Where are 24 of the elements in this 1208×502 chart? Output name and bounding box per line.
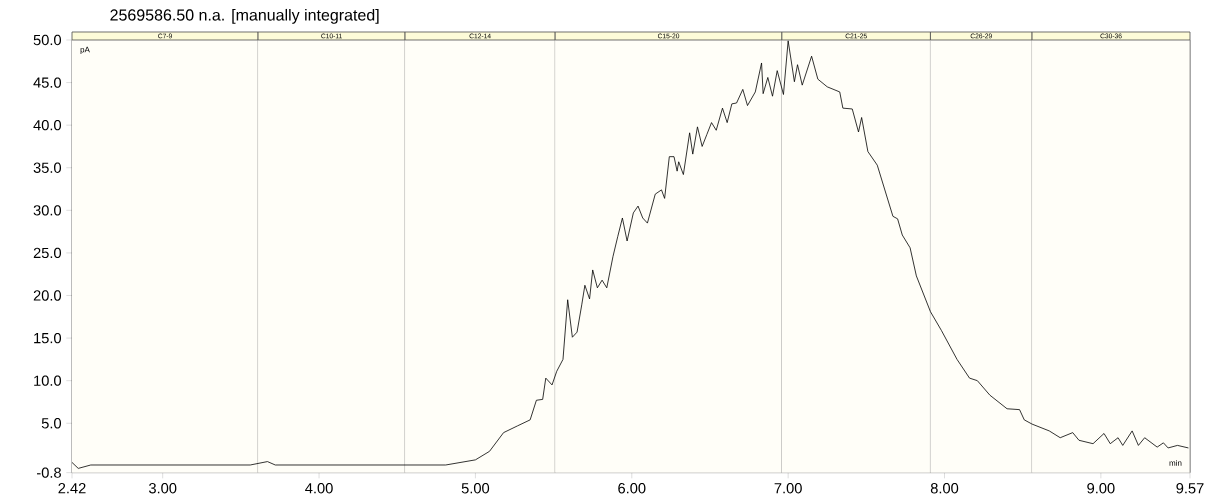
x-tick-label: 4.00: [305, 483, 333, 494]
y-tick-label: 10.0: [34, 375, 62, 386]
line-series: [71, 40, 1189, 469]
y-tick-label: 30.0: [33, 205, 62, 216]
x-tick-label: 9.57: [1176, 483, 1204, 494]
y-tick-label: 5.0: [41, 418, 62, 429]
x-tick-label: 9.00: [1087, 483, 1115, 494]
y-axis-title: pA: [80, 46, 90, 55]
y-tick-label: 35.0: [33, 162, 62, 173]
y-tick-label: 20.0: [33, 290, 62, 301]
x-tick-label: 2.42: [58, 483, 86, 494]
x-tick-label: 5.00: [461, 483, 490, 494]
x-tick-label: 3.00: [148, 483, 177, 494]
x-axis-title: min: [1169, 459, 1182, 466]
y-tick-label: 45.0: [33, 77, 62, 88]
y-tick-label: 40.0: [33, 119, 62, 131]
y-tick-label: -0.8: [36, 467, 61, 478]
x-tick-label: 6.00: [618, 483, 646, 494]
chart-title: 2569586.50 n.a. [manually integrated]: [110, 8, 379, 24]
y-tick-label: 25.0: [33, 247, 62, 259]
x-tick-label: 7.00: [774, 483, 802, 494]
x-tick-label: 8.00: [930, 483, 959, 494]
y-tick-label: 50.0: [33, 34, 62, 46]
y-tick-label: 15.0: [34, 332, 62, 344]
